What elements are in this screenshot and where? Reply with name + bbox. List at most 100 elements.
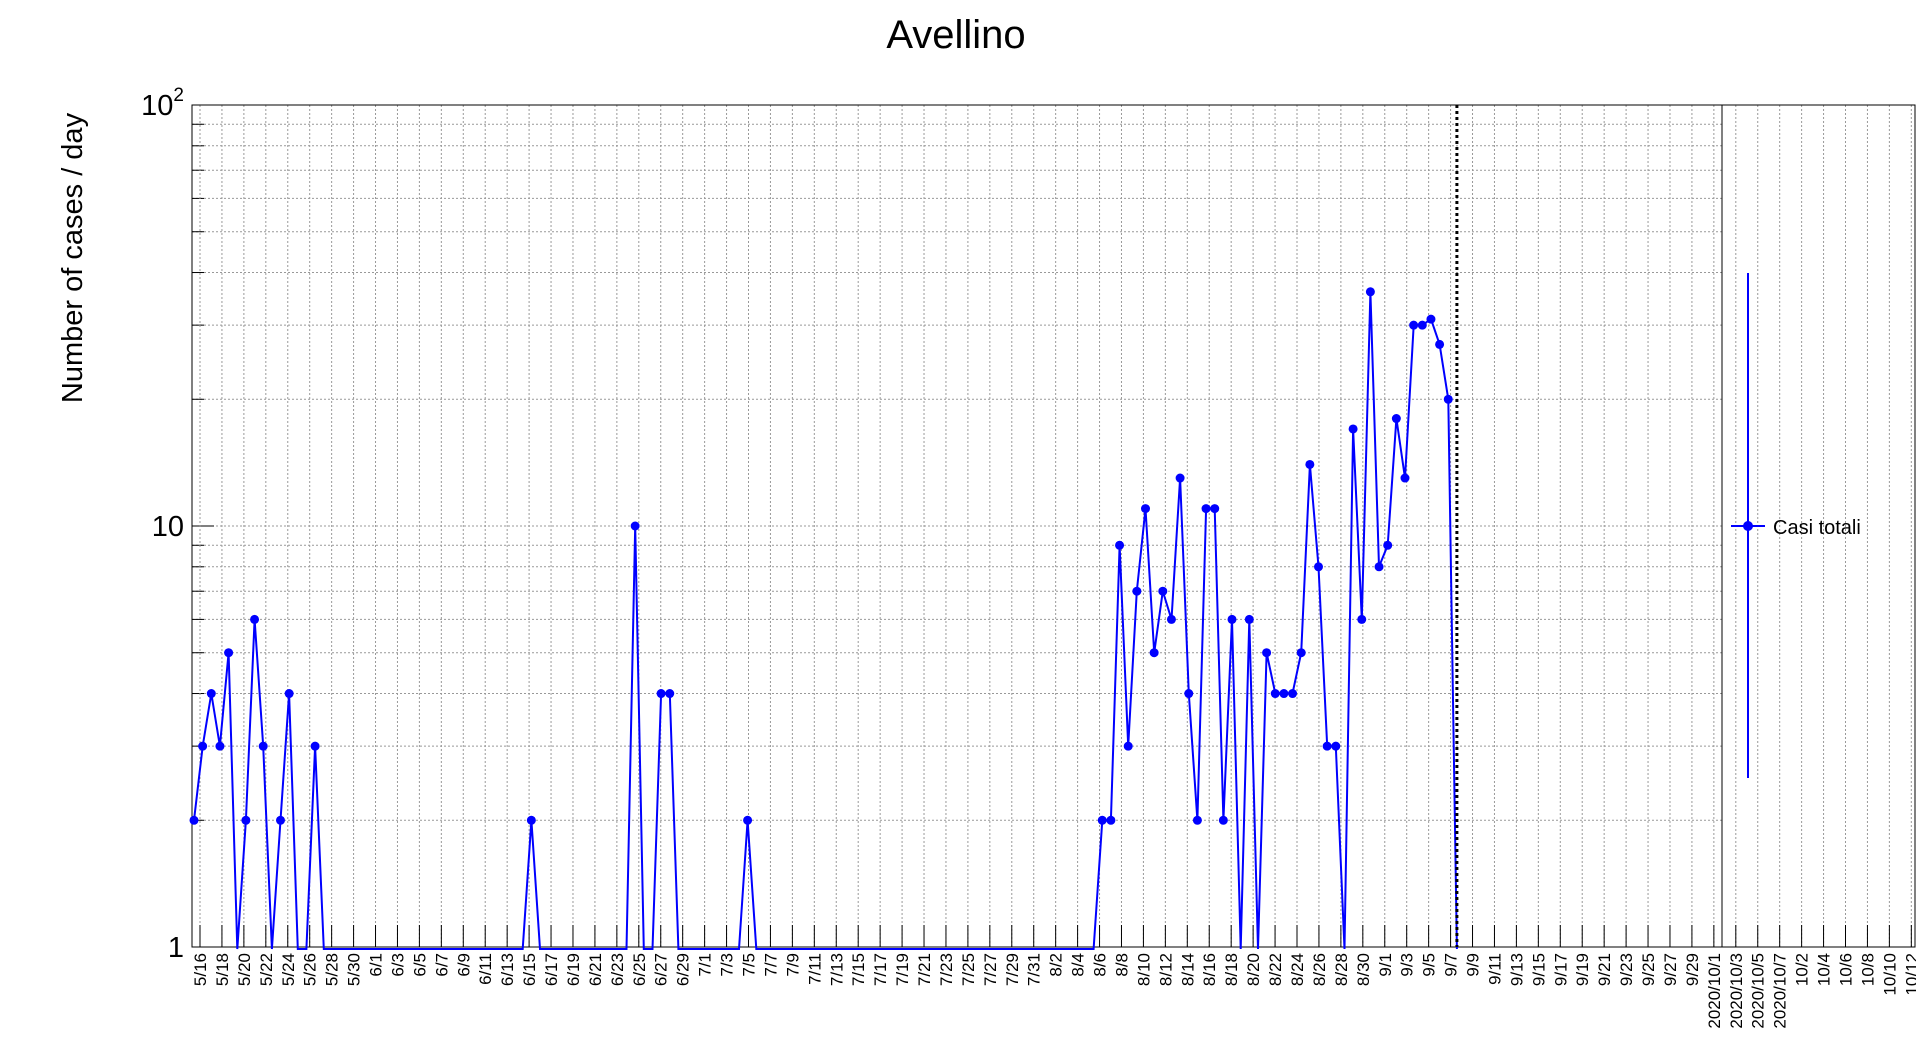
data-point (1409, 320, 1419, 330)
x-tick-label: 8/16 (1200, 953, 1219, 986)
data-point (1201, 504, 1211, 514)
data-point (258, 741, 268, 751)
x-tick-label: 8/12 (1156, 953, 1175, 986)
x-tick-label: 7/17 (871, 953, 890, 986)
data-point (1262, 648, 1272, 658)
data-point (1149, 648, 1159, 658)
x-tick-label: 6/5 (410, 953, 429, 977)
x-tick-label: 8/24 (1288, 953, 1307, 986)
x-tick-label: 9/21 (1595, 953, 1614, 986)
data-point (665, 689, 675, 699)
x-tick-label: 5/28 (323, 953, 342, 986)
data-point (1417, 320, 1427, 330)
x-tick-label: 8/14 (1178, 953, 1197, 986)
data-point (189, 815, 199, 825)
chart-title: Avellino (886, 13, 1025, 57)
x-tick-label: 8/4 (1069, 953, 1088, 977)
x-tick-label: 7/25 (959, 953, 978, 986)
data-point (1391, 414, 1401, 424)
x-tick-label: 7/3 (718, 953, 737, 977)
x-tick-label: 9/29 (1683, 953, 1702, 986)
x-tick-label: 2020/10/7 (1771, 953, 1790, 1029)
data-point (1115, 540, 1125, 550)
data-point (241, 815, 251, 825)
data-point (1184, 689, 1194, 699)
data-point (276, 815, 285, 825)
x-tick-label: 9/27 (1661, 953, 1680, 986)
y-tick-label: 10 (152, 511, 184, 543)
data-point (743, 815, 753, 825)
x-tick-label: 7/21 (915, 953, 934, 986)
series-layer (189, 105, 1459, 950)
x-tick-label: 7/23 (937, 953, 956, 986)
data-point (1348, 424, 1358, 434)
x-tick-label: 9/15 (1529, 953, 1548, 986)
x-tick-label: 9/9 (1464, 953, 1483, 977)
x-tick-label: 6/13 (498, 953, 517, 986)
data-point (1218, 815, 1228, 825)
x-tick-label: 6/9 (454, 953, 473, 977)
x-tick-label: 5/26 (301, 953, 320, 986)
x-tick-label: 9/19 (1573, 953, 1592, 986)
x-tick-label: 7/13 (827, 953, 846, 986)
x-tick-label: 10/12 (1902, 953, 1916, 996)
x-tick-label: 5/16 (191, 953, 210, 986)
data-point (1357, 614, 1367, 624)
x-tick-label: 7/15 (849, 953, 868, 986)
data-point (656, 689, 666, 699)
x-tick-label: 10/2 (1793, 953, 1812, 986)
x-tick-label: 8/6 (1091, 953, 1110, 977)
x-tick-label: 6/7 (432, 953, 451, 977)
data-point (630, 521, 640, 531)
x-tick-label: 10/8 (1858, 953, 1877, 986)
x-tick-label: 8/18 (1222, 953, 1241, 986)
data-point (250, 614, 260, 624)
x-tick-label: 7/19 (893, 953, 912, 986)
x-tick-label: 6/17 (542, 953, 561, 986)
data-point (224, 648, 234, 658)
y-tick-label: 1 (168, 932, 184, 964)
x-tick-label: 5/18 (213, 953, 232, 986)
data-point (1192, 815, 1202, 825)
data-point (1305, 459, 1315, 469)
data-point (526, 815, 536, 825)
x-tick-label: 6/29 (674, 953, 693, 986)
x-tick-label: 6/11 (476, 953, 495, 985)
data-point (1279, 689, 1289, 699)
legend-marker (1743, 521, 1753, 531)
data-point (1314, 562, 1323, 572)
x-tick-label: 5/22 (257, 953, 276, 986)
legend: Casi totali (1731, 273, 1861, 778)
x-tick-label: 6/19 (564, 953, 583, 986)
data-point (1296, 648, 1306, 658)
data-point (1244, 614, 1254, 624)
x-tick-label: 8/2 (1047, 953, 1066, 977)
x-tick-label: 6/15 (520, 953, 539, 986)
x-tick-label: 7/31 (1025, 953, 1044, 986)
data-point (1158, 586, 1168, 596)
x-tick-label: 6/23 (608, 953, 627, 986)
x-tick-label: 8/26 (1310, 953, 1329, 986)
x-tick-label: 2020/10/3 (1727, 953, 1746, 1029)
data-point (1097, 815, 1107, 825)
x-tick-label: 6/1 (367, 953, 386, 977)
x-tick-label: 9/1 (1376, 953, 1395, 977)
y-axis-label: Number of cases / day (57, 112, 89, 403)
x-tick-label: 10/4 (1815, 953, 1834, 986)
x-tick-label: 9/11 (1485, 953, 1504, 985)
x-tick-label: 7/9 (783, 953, 802, 977)
legend-frame (1721, 104, 1916, 948)
x-tick-label: 9/5 (1420, 953, 1439, 977)
data-point (1227, 614, 1237, 624)
data-point (1435, 339, 1445, 349)
x-tick-label: 9/7 (1442, 953, 1461, 977)
x-tick-label: 9/3 (1398, 953, 1417, 977)
x-tick-label: 8/20 (1244, 953, 1263, 986)
data-point (1288, 689, 1298, 699)
x-tick-label: 7/1 (696, 953, 715, 977)
x-tick-label: 6/25 (630, 953, 649, 986)
series-line-casi-totali (193, 291, 1458, 950)
data-point (206, 689, 216, 699)
x-tick-labels: 5/16 5/18 5/20 5/22 5/24 5/26 5/28 5/30 6/1 6/3 6/… (191, 953, 1916, 1029)
